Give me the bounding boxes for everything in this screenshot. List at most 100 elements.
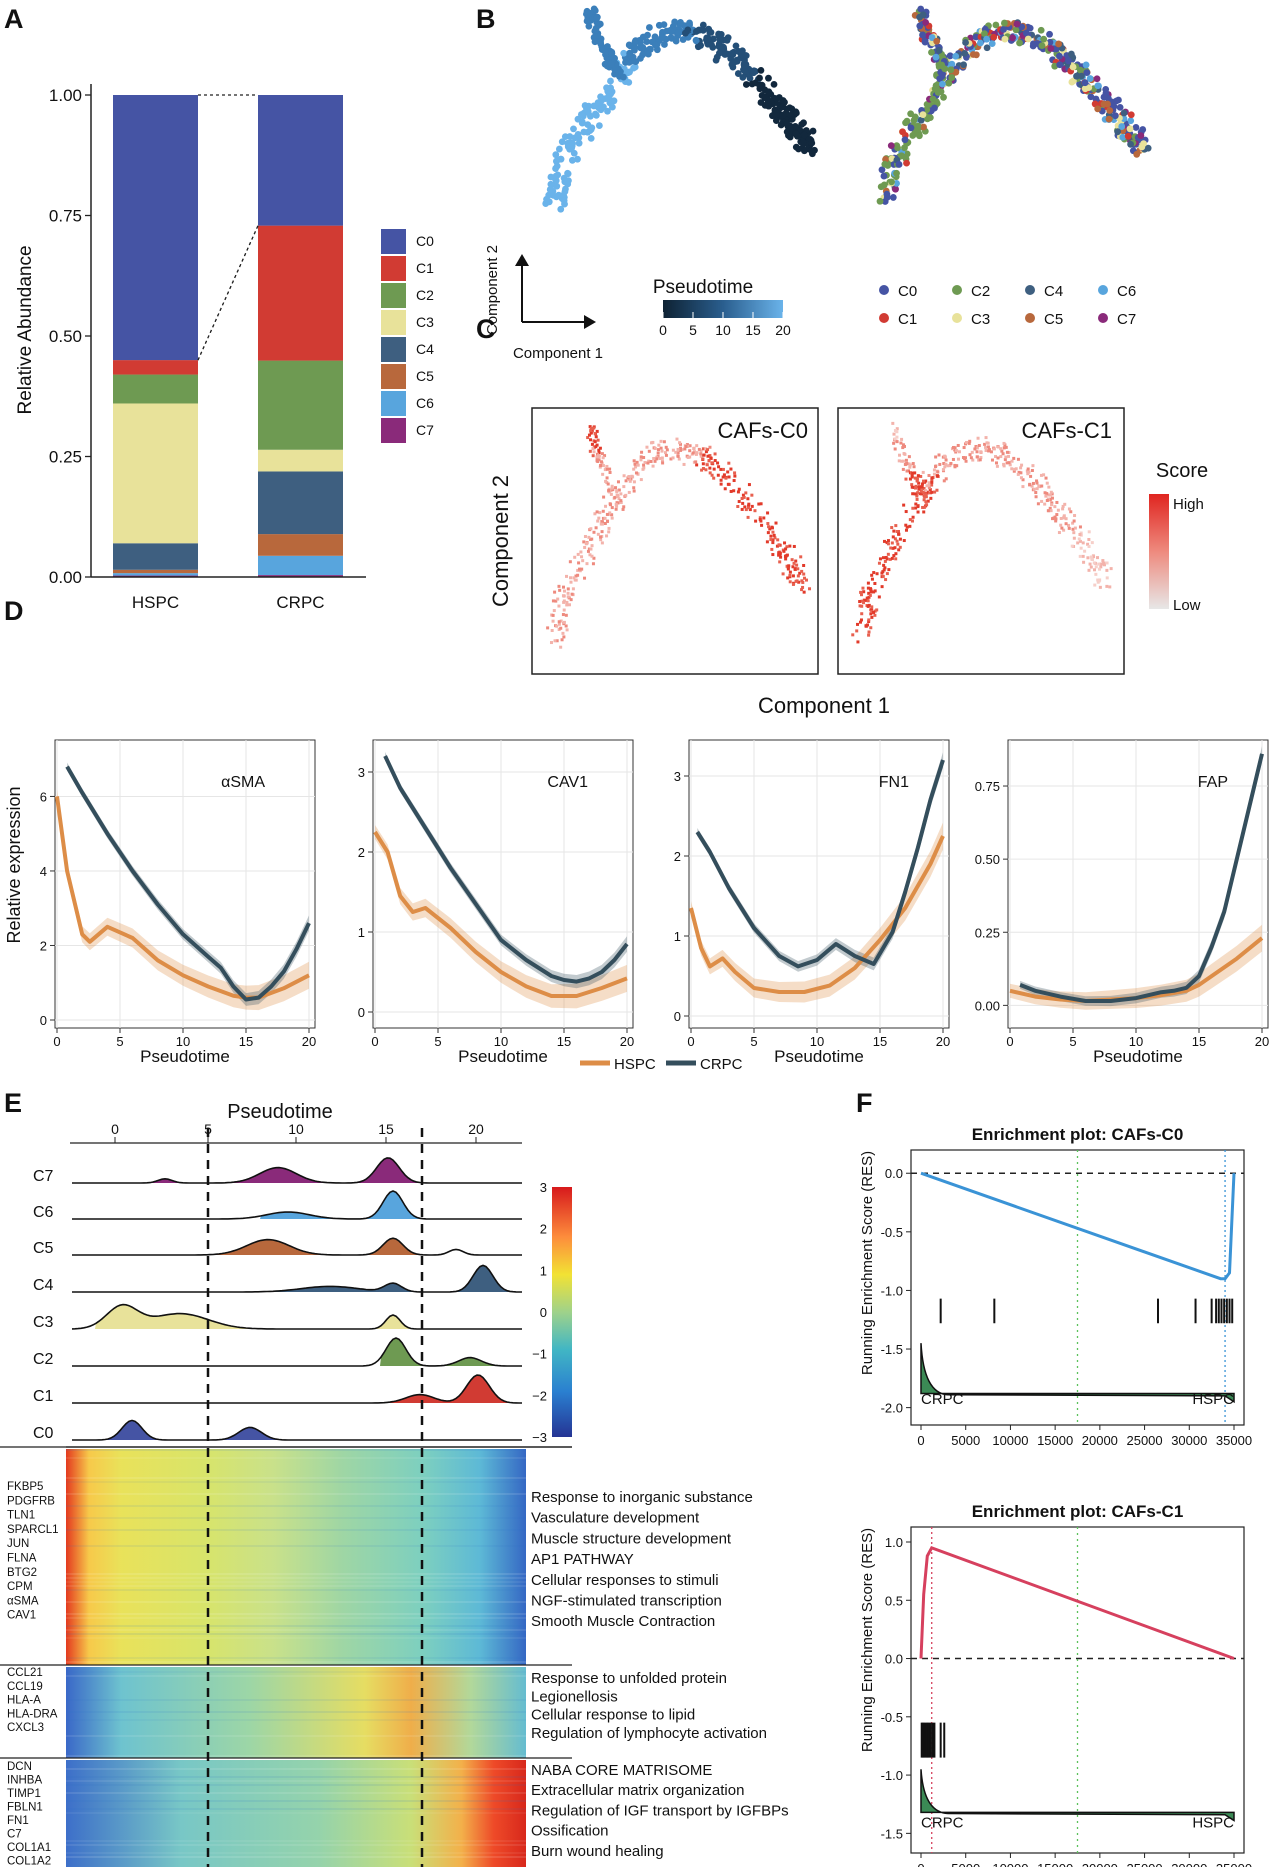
b-legend-dot-c7 [1098,313,1108,323]
b-cluster-point-c2 [931,85,939,93]
c-score-point [590,442,594,446]
c-score-point [669,457,673,461]
b-cluster-point-c4 [960,61,967,69]
c-score-point [685,443,689,447]
c-score-point [901,446,905,450]
c-score-point [1045,481,1049,485]
a-legend-label-c4: C4 [416,341,434,357]
c-score-point [592,556,596,560]
e-term-label: Vasculature development [531,1510,700,1527]
c-score-point [645,445,649,449]
b-legend-label-c0: C0 [898,283,917,300]
b-pseudotime-point [593,14,601,22]
c-score-point [877,561,881,565]
b-pseudotime-point [750,69,757,77]
c-score-point [779,555,783,559]
c-score-point [1044,476,1048,480]
c-score-point [609,492,613,496]
c-score-point [791,565,795,569]
b-pseudotime-point [775,94,783,101]
f-x-tick-label: 35000 [1216,1433,1252,1448]
b-pseudotime-point [699,21,707,29]
c-score-point [744,491,748,495]
b-pseudotime-point [591,33,599,41]
c-score-point [890,541,894,545]
c-score-point [927,474,931,478]
c-score-point [872,590,876,594]
b-cluster-point-c1 [1127,111,1135,119]
f-ranked-metric [920,1769,1235,1822]
e-heatmap-row [66,1719,526,1721]
c-score-point [904,510,908,514]
c-score-point [1001,452,1005,456]
c-score-point [803,576,807,580]
c-score-point [660,459,664,463]
c-score-point [719,467,723,471]
c-score-point [639,478,643,482]
c-score-point [875,572,879,576]
d-hspc-line [373,830,628,998]
c-score-point [686,444,690,448]
b-cluster-point-c4 [1114,128,1122,136]
b-legend-dot-c1 [879,313,889,323]
f-res-curve [919,1545,1235,1660]
b-cluster-point-c2 [1037,26,1045,34]
c-score-point [895,529,899,533]
c-score-point [902,444,906,448]
d-crpc-line [65,765,311,1002]
c-score-point [913,476,917,480]
b-pseudotime-point [578,119,586,127]
b-pseudotime-point [604,43,611,50]
c-score-point [987,449,991,453]
c-score-point [979,450,983,454]
c-score-point [562,620,566,624]
c-score-point [723,487,727,491]
c-score-point [632,467,636,471]
b-cluster-point-c2 [902,119,909,127]
c-score-point [766,522,770,526]
e-heatmap-row [66,1856,526,1858]
b-pseudotime-point [792,130,800,138]
a-legend-swatch-c6 [381,391,406,416]
b-cluster-point-c2 [948,74,956,81]
b-cluster-point-c3 [1001,35,1009,43]
c-score-point [901,443,905,447]
c-score-point [1059,516,1063,520]
c-score-point [1067,507,1071,511]
c-score-point [860,612,864,616]
c-score-point [1002,462,1006,466]
b-cluster-point-c5 [1100,100,1108,108]
e-term-label: NABA CORE MATRISOME [531,1762,712,1779]
d-facet-title: FN1 [879,774,909,791]
c-score-point [1006,454,1010,458]
a-bar-hspc-c3 [113,403,198,544]
b-pseudotime-point [562,185,569,193]
c-score-point [890,526,894,530]
c-score-point [647,449,651,453]
c-score-point [726,470,730,474]
c-score-point [999,447,1003,451]
c-score-point [609,503,613,507]
c-score-point [732,479,736,483]
c-score-point [605,467,609,471]
e-term-label: Burn wound healing [531,1843,664,1860]
c-score-point [994,461,998,465]
b-pseudotime-point [783,105,791,113]
c-score-point [856,640,860,644]
d-x-tick-label: 15 [873,1034,887,1049]
e-heatmap-block-1 [66,1449,526,1665]
c-score-point [1036,502,1040,506]
e-heatmap-row [66,1735,526,1737]
c-score-point [795,563,799,567]
panel-letter-b: B [476,4,496,34]
c-score-point [1004,455,1008,459]
d-hspc-ci-band [1010,924,1262,1010]
c-score-point [941,468,945,472]
e-gene-label: FN1 [7,1815,29,1827]
c-score-point [1097,562,1101,566]
c-score-point [925,484,929,488]
c-score-point [995,464,999,468]
e-heatmap-row [66,1844,526,1846]
c-score-point [558,588,562,592]
d-x-tick-label: 15 [557,1034,571,1049]
